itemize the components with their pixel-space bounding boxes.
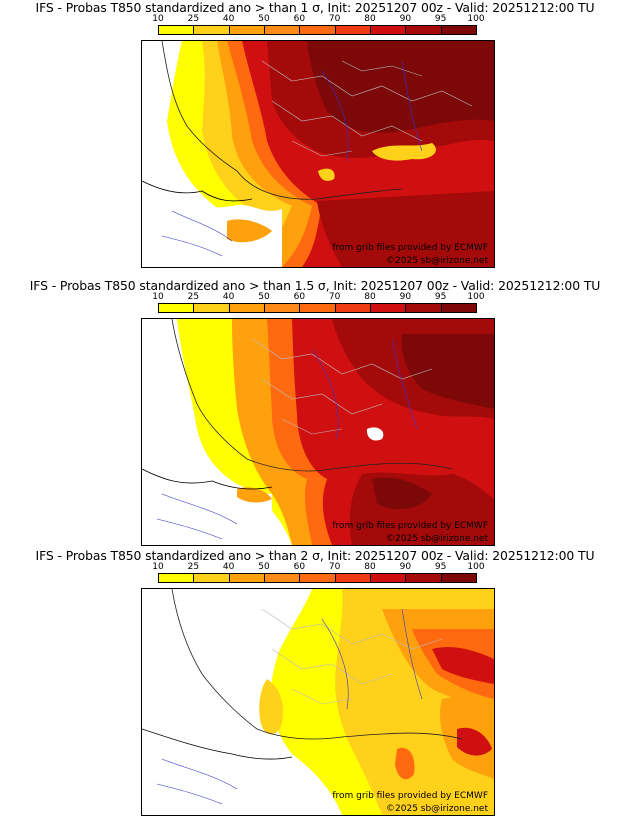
colorbar-swatch	[264, 26, 301, 34]
credit-copyright: ©2025 sb@irizone.net	[386, 256, 488, 266]
colorbar-tick-label: 50	[258, 292, 270, 302]
colorbar-swatch	[194, 26, 230, 34]
credit-copyright: ©2025 sb@irizone.net	[386, 534, 488, 544]
panel-1-title: IFS - Probas T850 standardized ano > tha…	[35, 0, 595, 15]
colorbar-tick-label: 80	[364, 292, 376, 302]
colorbar-swatch	[229, 574, 265, 582]
colorbar-labels: 10 25 40 50 60 70 80 90 95 100	[152, 14, 484, 25]
credit-copyright: ©2025 sb@irizone.net	[386, 804, 488, 814]
colorbar-swatch	[335, 304, 371, 312]
probability-map-3[interactable]: from grib files provided by ECMWF ©2025 …	[141, 588, 495, 816]
panel-3-title: IFS - Probas T850 standardized ano > tha…	[35, 548, 595, 563]
colorbar-tick-label: 70	[328, 562, 341, 572]
colorbar	[158, 573, 477, 583]
colorbar-tick-label: 40	[222, 562, 235, 572]
colorbar-tick-label: 70	[328, 14, 341, 24]
panel-2-title: IFS - Probas T850 standardized ano > tha…	[29, 278, 601, 293]
colorbar-tick-label: 25	[187, 292, 200, 302]
colorbar-swatch	[370, 26, 407, 34]
colorbar-tick-label: 80	[364, 14, 376, 24]
colorbar-swatch	[370, 574, 407, 582]
colorbar-tick-label: 100	[467, 14, 485, 24]
colorbar-tick-label: 80	[364, 562, 376, 572]
colorbar-swatch	[441, 574, 476, 582]
colorbar-swatch	[406, 304, 442, 312]
credit-source: from grib files provided by ECMWF	[332, 243, 488, 253]
colorbar-tick-label: 60	[293, 292, 306, 302]
colorbar-tick-label: 60	[293, 14, 306, 24]
colorbar-swatch	[370, 304, 407, 312]
probability-map-2[interactable]: from grib files provided by ECMWF ©2025 …	[141, 318, 495, 546]
panel-2: IFS - Probas T850 standardized ano > tha…	[0, 278, 630, 548]
colorbar-swatch	[159, 574, 195, 582]
colorbar-tick-label: 90	[399, 292, 412, 302]
colorbar-tick-label: 50	[258, 562, 270, 572]
colorbar-tick-label: 25	[187, 562, 200, 572]
colorbar-tick-label: 40	[222, 292, 235, 302]
panel-3: IFS - Probas T850 standardized ano > tha…	[0, 548, 630, 818]
colorbar-swatch	[441, 26, 476, 34]
colorbar-tick-label: 70	[328, 292, 341, 302]
colorbar-labels: 10 25 40 50 60 70 80 90 95 100	[152, 562, 484, 573]
colorbar-labels: 10 25 40 50 60 70 80 90 95 100	[152, 292, 484, 303]
colorbar-tick-label: 10	[152, 292, 164, 302]
colorbar-swatch	[264, 304, 301, 312]
colorbar-tick-label: 50	[258, 14, 270, 24]
colorbar	[158, 25, 477, 35]
probability-map-1[interactable]: from grib files provided by ECMWF ©2025 …	[141, 40, 495, 268]
colorbar-tick-label: 100	[467, 292, 485, 302]
colorbar-swatch	[159, 304, 195, 312]
colorbar	[158, 303, 477, 313]
colorbar-tick-label: 95	[434, 562, 447, 572]
colorbar-swatch	[159, 26, 195, 34]
colorbar-tick-label: 100	[467, 562, 485, 572]
colorbar-swatch	[264, 574, 301, 582]
colorbar-swatch	[229, 304, 265, 312]
colorbar-swatch	[406, 26, 442, 34]
panel-1: IFS - Probas T850 standardized ano > tha…	[0, 0, 630, 270]
colorbar-swatch	[406, 574, 442, 582]
colorbar-tick-label: 90	[399, 14, 412, 24]
colorbar-tick-label: 25	[187, 14, 200, 24]
credit-source: from grib files provided by ECMWF	[332, 521, 488, 531]
colorbar-swatch	[300, 574, 336, 582]
colorbar-swatch	[194, 574, 230, 582]
colorbar-swatch	[300, 304, 336, 312]
colorbar-swatch	[335, 26, 371, 34]
colorbar-tick-label: 60	[293, 562, 306, 572]
colorbar-tick-label: 95	[434, 292, 447, 302]
colorbar-tick-label: 90	[399, 562, 412, 572]
colorbar-swatch	[441, 304, 476, 312]
colorbar-tick-label: 40	[222, 14, 235, 24]
colorbar-swatch	[229, 26, 265, 34]
colorbar-tick-label: 10	[152, 562, 164, 572]
colorbar-tick-label: 10	[152, 14, 164, 24]
credit-source: from grib files provided by ECMWF	[332, 791, 488, 801]
colorbar-swatch	[194, 304, 230, 312]
colorbar-swatch	[335, 574, 371, 582]
colorbar-tick-label: 95	[434, 14, 447, 24]
colorbar-swatch	[300, 26, 336, 34]
